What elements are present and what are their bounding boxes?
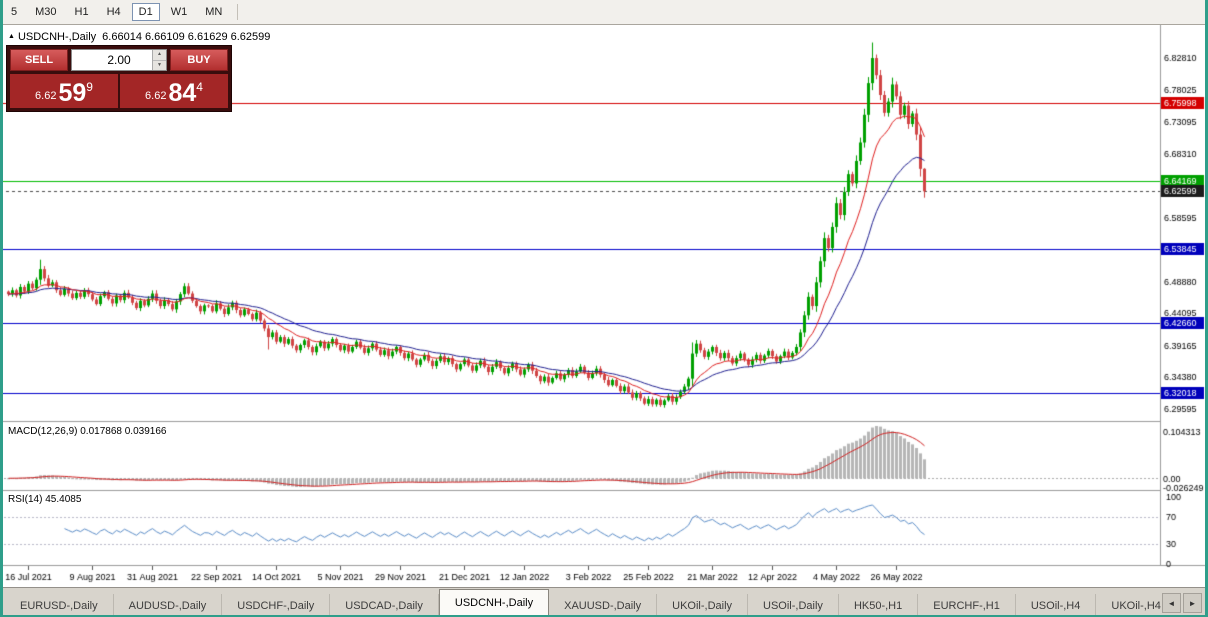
symbol-marker-icon: ▲: [8, 33, 15, 40]
one-click-trading-panel: SELL ▲ ▼ BUY 6.62 59 9 6.62 84 4: [6, 45, 232, 112]
sell-price-main: 59: [58, 79, 87, 107]
timeframe-button-w1[interactable]: W1: [170, 6, 188, 18]
sell-button[interactable]: SELL: [10, 49, 68, 71]
volume-increase-icon[interactable]: ▲: [153, 50, 166, 61]
buy-price-prefix: 6.62: [145, 90, 167, 102]
timeframe-button-d1[interactable]: D1: [131, 3, 160, 21]
rsi-indicator-label: RSI(14) 45.4085: [8, 494, 82, 505]
timeframe-button-5[interactable]: 5: [11, 6, 18, 18]
buy-price-display[interactable]: 6.62 84 4: [120, 74, 228, 108]
tab-eurusd-daily[interactable]: EURUSD-,Daily: [5, 594, 114, 617]
chart-symbol-label: USDCNH-,Daily: [17, 31, 97, 43]
timeframe-toolbar: 5 M30 H1 H4 D1 W1 MN: [0, 0, 1208, 25]
chart-title: ▲ USDCNH-,Daily 6.66014 6.66109 6.61629 6.…: [8, 31, 270, 43]
tab-scroll-controls: ◄ ►: [1162, 588, 1208, 617]
window-border-left: [0, 0, 3, 617]
tabs-scroll-left-icon[interactable]: ◄: [1162, 593, 1181, 613]
sell-price-pip: 9: [86, 80, 93, 94]
timeframe-buttons: 5 M30 H1 H4 D1 W1 MN: [0, 3, 229, 21]
window-border-bottom: [0, 615, 1208, 617]
tab-usdchf-daily[interactable]: USDCHF-,Daily: [222, 594, 331, 617]
tabs-scroll-right-icon[interactable]: ►: [1183, 593, 1202, 613]
tab-ukoil-daily[interactable]: UKOil-,Daily: [657, 594, 749, 617]
tab-audusd-daily[interactable]: AUDUSD-,Daily: [114, 594, 223, 617]
tab-usoil-daily[interactable]: USOil-,Daily: [748, 594, 839, 617]
timeframe-button-h4[interactable]: H4: [106, 6, 121, 18]
tab-usoil-h4[interactable]: USOil-,H4: [1016, 594, 1097, 617]
macd-indicator-label: MACD(12,26,9) 0.017868 0.039166: [8, 426, 167, 437]
sell-price-prefix: 6.62: [35, 90, 57, 102]
buy-price-pip: 4: [196, 80, 203, 94]
timeframe-button-h1[interactable]: H1: [74, 6, 89, 18]
volume-stepper[interactable]: ▲ ▼: [71, 49, 167, 71]
tab-eurchf-h1[interactable]: EURCHF-,H1: [918, 594, 1016, 617]
toolbar-separator: [237, 4, 239, 20]
tab-hk50-h1[interactable]: HK50-,H1: [839, 594, 919, 617]
timeframe-button-m30[interactable]: M30: [35, 6, 57, 18]
sell-price-display[interactable]: 6.62 59 9: [10, 74, 118, 108]
timeframe-button-mn[interactable]: MN: [205, 6, 223, 18]
tab-usdcad-daily[interactable]: USDCAD-,Daily: [330, 594, 439, 617]
buy-price-main: 84: [168, 79, 197, 107]
tab-usdcnh-daily[interactable]: USDCNH-,Daily: [438, 589, 550, 617]
chart-tab-bar: EURUSD-,Daily AUDUSD-,Daily USDCHF-,Daily U…: [0, 587, 1208, 617]
window-border-right: [1205, 0, 1208, 617]
volume-spin-buttons: ▲ ▼: [152, 50, 166, 70]
buy-button[interactable]: BUY: [170, 49, 228, 71]
tab-xauusd-daily[interactable]: XAUUSD-,Daily: [549, 594, 658, 617]
volume-input[interactable]: [94, 53, 144, 67]
volume-decrease-icon[interactable]: ▼: [153, 60, 166, 70]
chart-ohlc-values: 6.66014 6.66109 6.61629 6.62599: [102, 31, 271, 43]
tab-ukoil-h4[interactable]: UKOil-,H4: [1096, 594, 1162, 617]
chart-tabs: EURUSD-,Daily AUDUSD-,Daily USDCHF-,Daily U…: [0, 588, 1162, 617]
